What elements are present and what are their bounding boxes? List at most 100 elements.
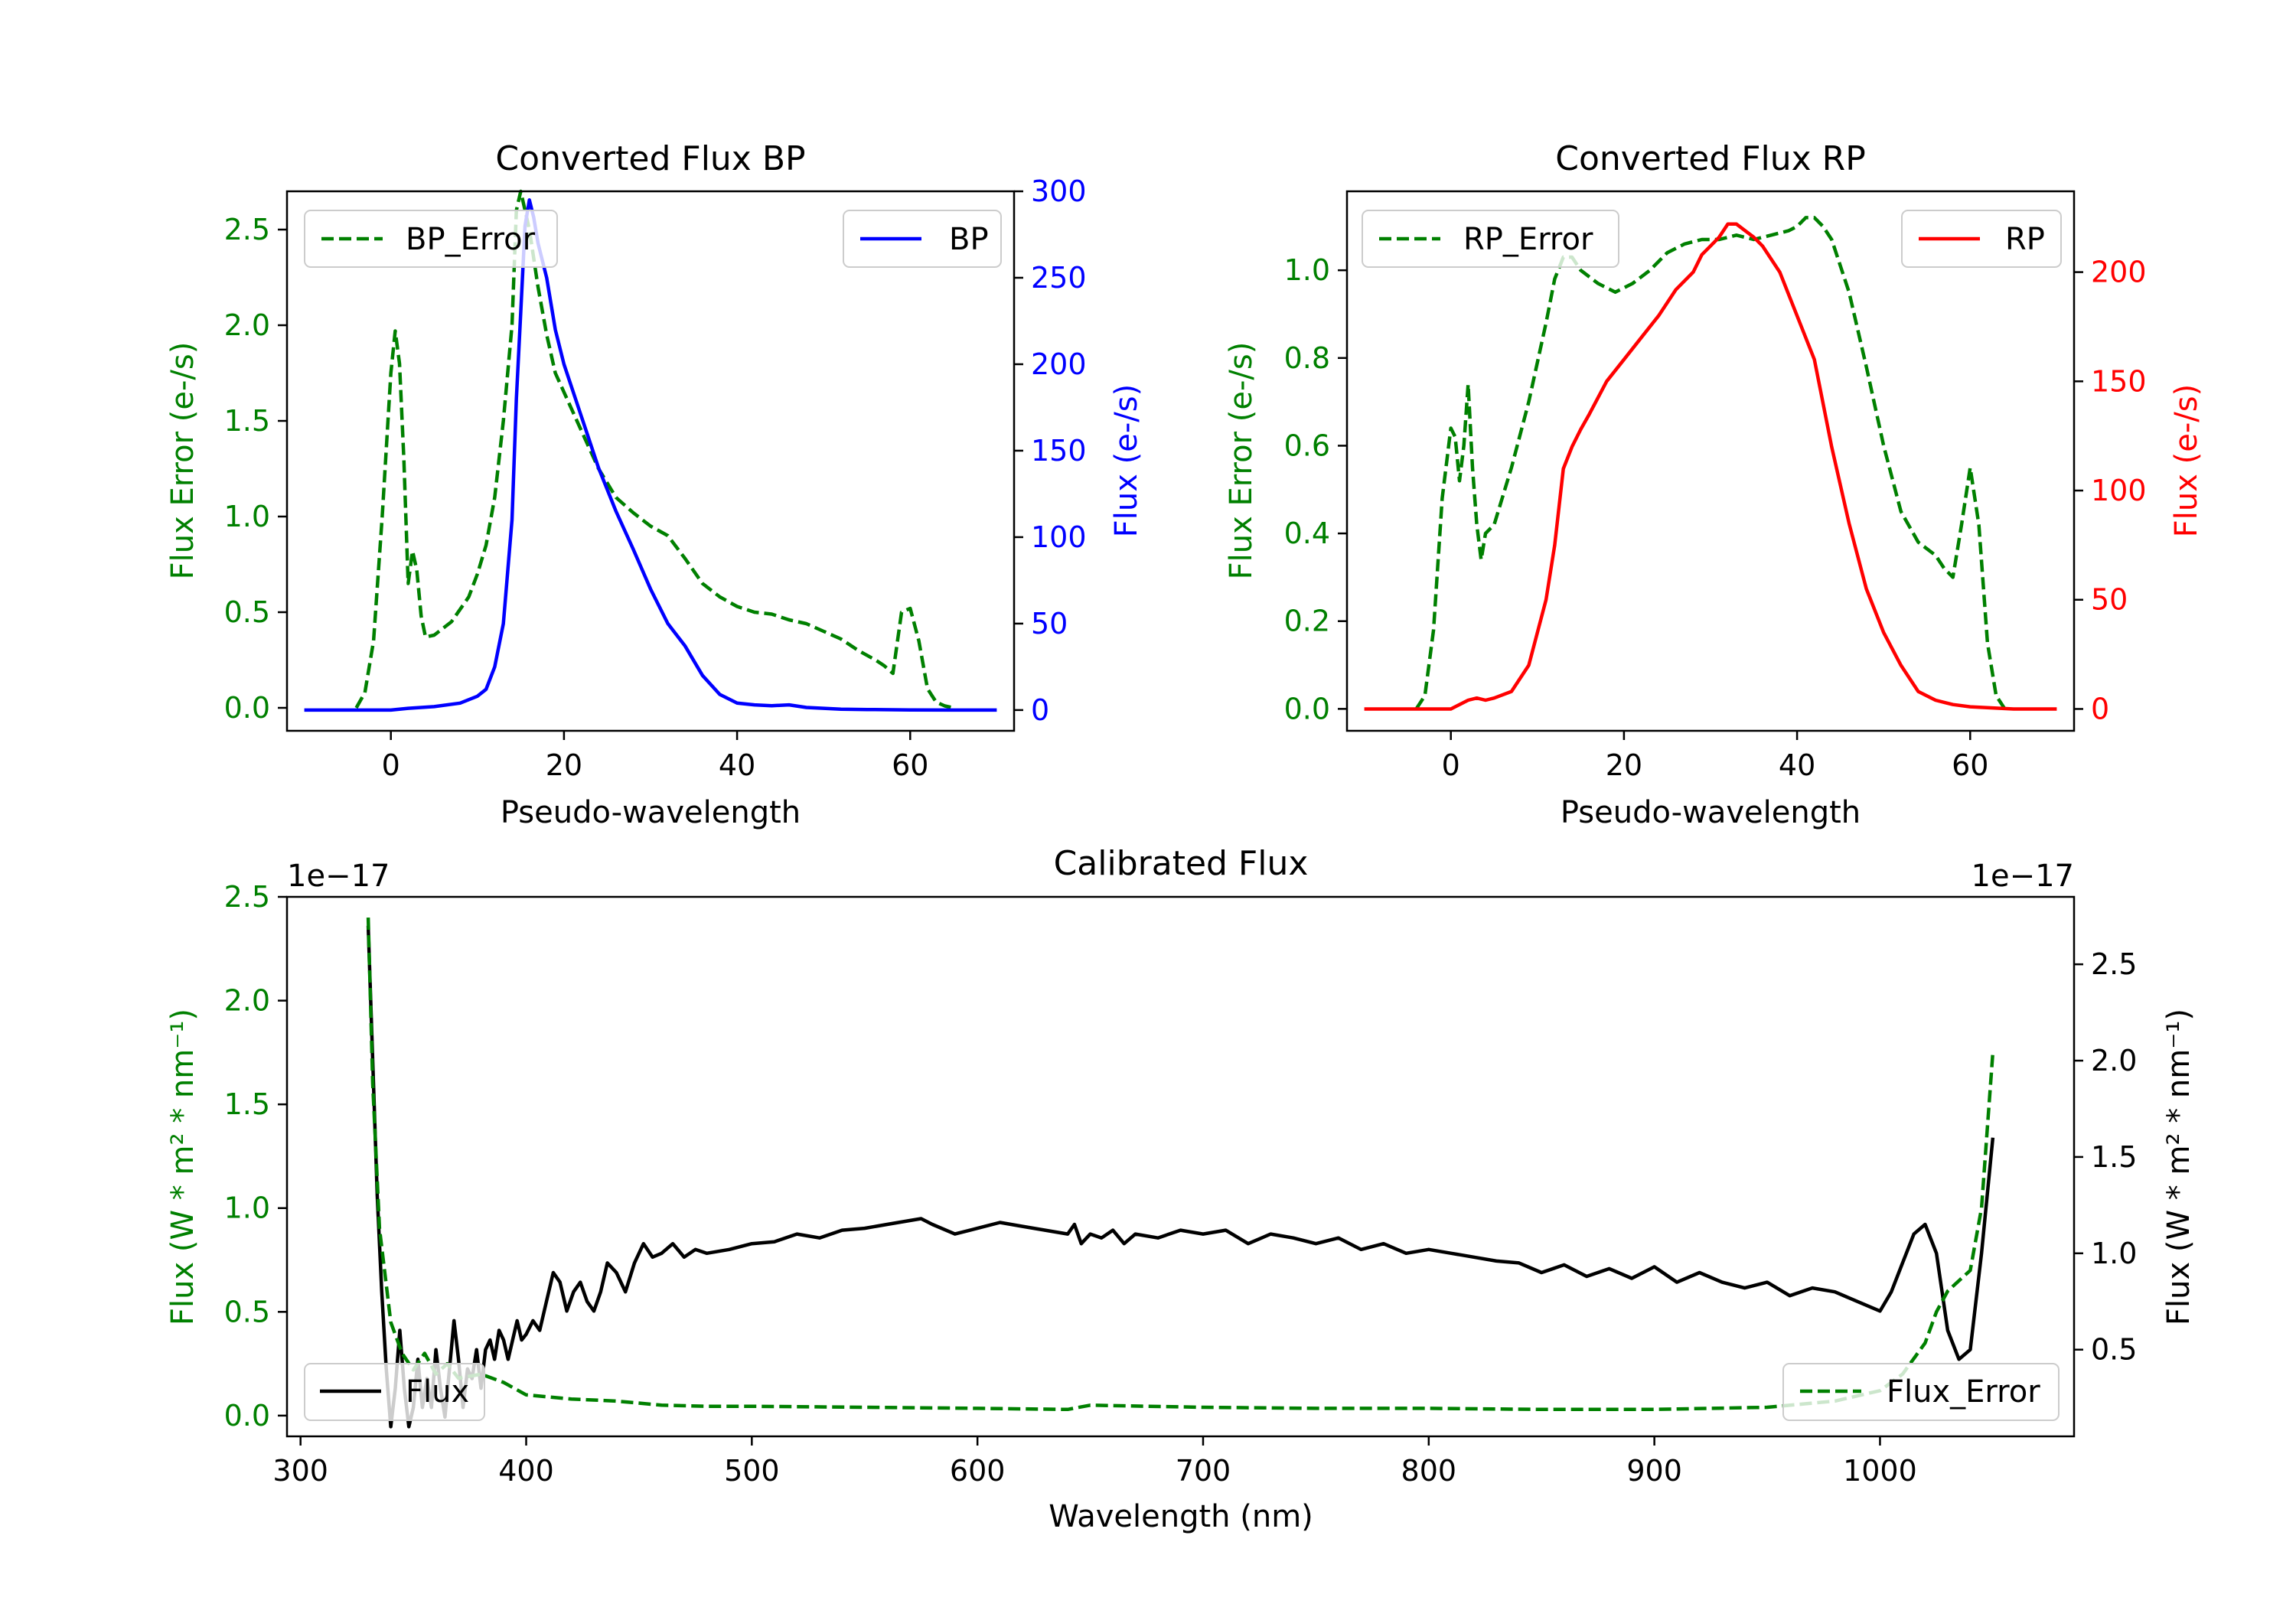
rp-ytick-left-label: 0.6 <box>1284 429 1330 462</box>
bp-ytick-right-label: 300 <box>1031 174 1087 208</box>
bp-ytick-right-label: 100 <box>1031 520 1087 554</box>
cal-legend-right: Flux_Error <box>1782 1363 2060 1421</box>
bp-panel: Converted Flux BP 0 20 40 60 0.0 0.5 1.0 1.5 2.0… <box>165 139 1144 830</box>
rp-ylabel-right: Flux (e-/s) <box>2169 384 2204 537</box>
bp-xtick-label: 20 <box>546 748 582 782</box>
cal-ytick-left-label: 1.0 <box>224 1191 270 1225</box>
rp-ytick-right-label: 50 <box>2091 583 2128 617</box>
cal-ticks: 300 400 500 600 700 800 900 1000 0.0 0.5 1.0 1.5 2.0… <box>224 880 2138 1488</box>
bp-ytick-right-label: 250 <box>1031 261 1087 295</box>
bp-legend-left-label: BP_Error <box>406 222 536 257</box>
cal-series-flux-error <box>366 918 1995 1412</box>
bp-ylabel-right: Flux (e-/s) <box>1109 384 1144 537</box>
cal-legend-right-label: Flux_Error <box>1887 1374 2040 1410</box>
bp-legend-left: BP_Error <box>304 210 558 268</box>
rp-title: Converted Flux RP <box>1555 139 1866 178</box>
cal-ylabel-left: Flux (W * m² * nm⁻¹) <box>165 1009 201 1325</box>
bp-ytick-left-label: 2.5 <box>224 213 270 246</box>
rp-legend-left: RP_Error <box>1362 210 1619 268</box>
rp-ytick-left-label: 0.0 <box>1284 692 1330 725</box>
bp-ytick-right-label: 150 <box>1031 434 1087 468</box>
bp-series-bp-error <box>354 189 954 710</box>
cal-xtick-label: 1000 <box>1843 1454 1917 1488</box>
cal-ytick-left-label: 2.5 <box>224 880 270 914</box>
rp-ytick-left-label: 0.8 <box>1284 341 1330 375</box>
cal-xtick-label: 700 <box>1176 1454 1231 1488</box>
rp-axes-frame <box>1345 190 2076 732</box>
rp-ytick-right-label: 150 <box>2091 364 2147 398</box>
rp-xtick-label: 60 <box>1952 748 1988 782</box>
cal-ylabel-right: Flux (W * m² * nm⁻¹) <box>2161 1009 2197 1325</box>
cal-ytick-left-label: 1.5 <box>224 1087 270 1121</box>
rp-xtick-label: 0 <box>1442 748 1460 782</box>
cal-xtick-label: 500 <box>724 1454 780 1488</box>
rp-series-rp-error <box>1414 216 2007 710</box>
bp-plot-area <box>304 189 997 712</box>
rp-legend-left-box <box>1362 210 1619 268</box>
cal-axes-frame <box>285 895 2076 1438</box>
cal-xtick-label: 900 <box>1626 1454 1682 1488</box>
rp-series-rp <box>1364 222 2057 711</box>
cal-legend-left: Flux <box>304 1363 485 1421</box>
bp-ticks: 0 20 40 60 0.0 0.5 1.0 1.5 2.0 2.5 0 50 100 150 200 250… <box>224 174 1087 782</box>
rp-legend-right: RP <box>1901 210 2062 268</box>
bp-xtick-label: 0 <box>382 748 400 782</box>
cal-offset-left: 1e−17 <box>287 859 390 894</box>
bp-xtick-label: 60 <box>892 748 928 782</box>
bp-series-bp <box>304 198 997 712</box>
cal-ytick-right-label: 1.0 <box>2091 1237 2137 1270</box>
cal-ytick-right-label: 2.0 <box>2091 1044 2137 1077</box>
bp-ytick-left-label: 0.5 <box>224 595 270 629</box>
bp-ytick-right-label: 50 <box>1031 607 1068 641</box>
bp-ytick-left-label: 0.0 <box>224 691 270 725</box>
rp-legend-left-label: RP_Error <box>1463 222 1593 257</box>
rp-ytick-left-label: 0.4 <box>1284 517 1330 550</box>
cal-offset-right: 1e−17 <box>1971 859 2074 894</box>
rp-xtick-label: 40 <box>1779 748 1815 782</box>
bp-axes-frame <box>285 190 1016 732</box>
bp-legend-right-label: BP <box>949 222 989 257</box>
rp-ytick-right-label: 200 <box>2091 256 2147 289</box>
cal-ytick-left-label: 0.5 <box>224 1295 270 1328</box>
rp-ytick-left-label: 0.2 <box>1284 605 1330 638</box>
bp-ytick-right-label: 0 <box>1031 693 1049 727</box>
cal-panel: Calibrated Flux 1e−17 1e−17 300 400 500 600… <box>165 844 2197 1534</box>
cal-legend-left-box <box>304 1363 485 1421</box>
rp-plot-area <box>1364 216 2057 711</box>
cal-xtick-label: 300 <box>272 1454 328 1488</box>
bp-ylabel-left: Flux Error (e-/s) <box>165 342 201 580</box>
rp-ytick-right-label: 0 <box>2091 692 2109 725</box>
bp-ytick-left-label: 1.5 <box>224 404 270 438</box>
cal-ytick-right-label: 0.5 <box>2091 1333 2137 1367</box>
rp-panel: Converted Flux RP 0 20 40 60 0.0 0.2 0.4 0.6 0.8… <box>1224 139 2204 830</box>
bp-ytick-left-label: 1.0 <box>224 500 270 533</box>
rp-xtick-label: 20 <box>1606 748 1642 782</box>
bp-ytick-left-label: 2.0 <box>224 308 270 342</box>
cal-ytick-left-label: 2.0 <box>224 984 270 1018</box>
bp-ytick-right-label: 200 <box>1031 347 1087 381</box>
cal-ytick-right-label: 2.5 <box>2091 947 2137 981</box>
cal-legend-right-box <box>1782 1363 2060 1421</box>
cal-xtick-label: 400 <box>498 1454 554 1488</box>
cal-title: Calibrated Flux <box>1054 844 1309 883</box>
cal-xlabel: Wavelength (nm) <box>1049 1499 1313 1534</box>
bp-xlabel: Pseudo-wavelength <box>501 795 801 830</box>
rp-legend-right-label: RP <box>2005 222 2045 257</box>
cal-legend-left-label: Flux <box>406 1374 469 1410</box>
rp-ytick-right-label: 100 <box>2091 474 2147 507</box>
bp-legend-left-box <box>304 210 558 268</box>
bp-legend-right: BP <box>843 210 1002 268</box>
cal-ytick-right-label: 1.5 <box>2091 1140 2137 1174</box>
rp-xlabel: Pseudo-wavelength <box>1561 795 1861 830</box>
cal-xtick-label: 600 <box>950 1454 1006 1488</box>
cal-xtick-label: 800 <box>1401 1454 1457 1488</box>
rp-legend-right-box <box>1901 210 2062 268</box>
bp-title: Converted Flux BP <box>495 139 805 178</box>
bp-xtick-label: 40 <box>719 748 755 782</box>
rp-ticks: 0 20 40 60 0.0 0.2 0.4 0.6 0.8 1.0 0 50 100 150 200 <box>1284 253 2147 782</box>
rp-ytick-left-label: 1.0 <box>1284 253 1330 287</box>
bp-legend-right-box <box>843 210 1002 268</box>
cal-ytick-left-label: 0.0 <box>224 1399 270 1433</box>
rp-ylabel-left: Flux Error (e-/s) <box>1224 342 1259 580</box>
